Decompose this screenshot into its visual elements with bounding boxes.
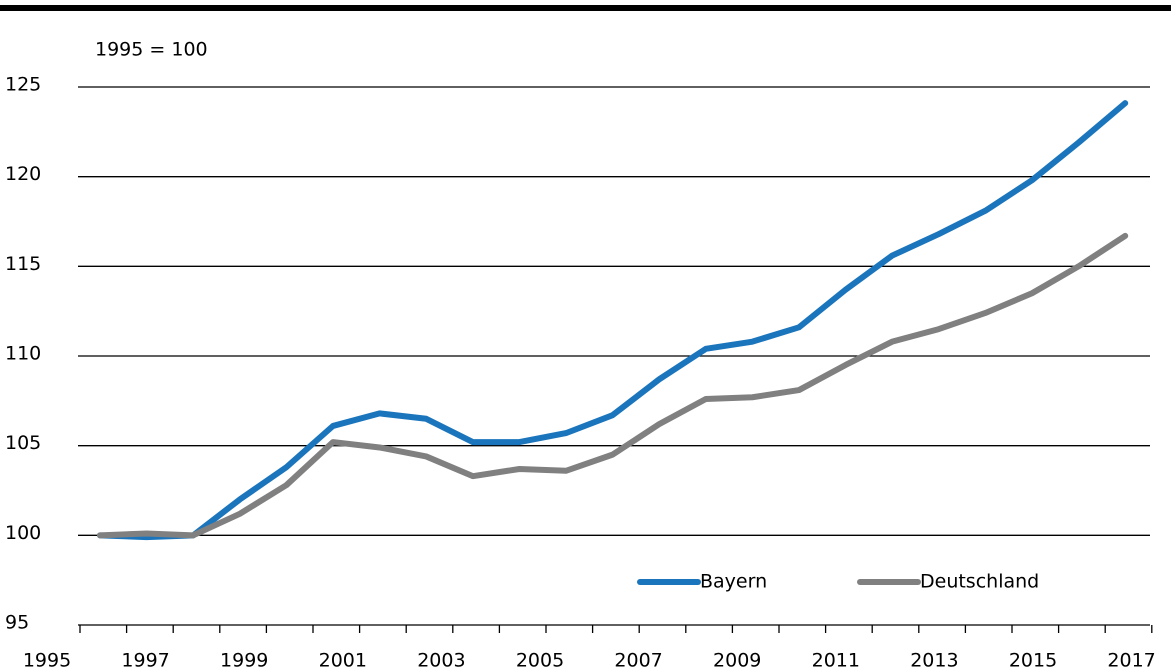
x-tick-label: 2009: [713, 650, 761, 671]
x-tick-label: 2005: [516, 650, 564, 671]
x-tick-label: 2017: [1107, 650, 1155, 671]
y-tick-label: 100: [5, 522, 41, 544]
top-rule: [0, 5, 1171, 11]
legend-label: Deutschland: [920, 571, 1039, 593]
y-tick-label: 105: [5, 432, 41, 454]
x-tick-label: 2011: [812, 650, 860, 671]
x-tick-label: 1997: [121, 650, 169, 671]
y-tick-label: 115: [5, 253, 41, 275]
x-tick-label: 2013: [910, 650, 958, 671]
y-tick-label: 120: [5, 163, 41, 185]
x-tick-label: 1999: [220, 650, 268, 671]
legend-label: Bayern: [700, 571, 767, 593]
y-tick-label: 95: [5, 612, 29, 634]
y-tick-label: 125: [5, 74, 41, 96]
x-tick-label: 2001: [319, 650, 367, 671]
x-tick-label: 2003: [417, 650, 465, 671]
y-tick-label: 110: [5, 343, 41, 365]
x-tick-label: 1995: [23, 650, 71, 671]
annotation: 1995 = 100: [95, 39, 208, 61]
series-line: [97, 100, 1129, 541]
series-line: [97, 232, 1129, 539]
x-tick-label: 2015: [1009, 650, 1057, 671]
x-tick-label: 2007: [614, 650, 662, 671]
